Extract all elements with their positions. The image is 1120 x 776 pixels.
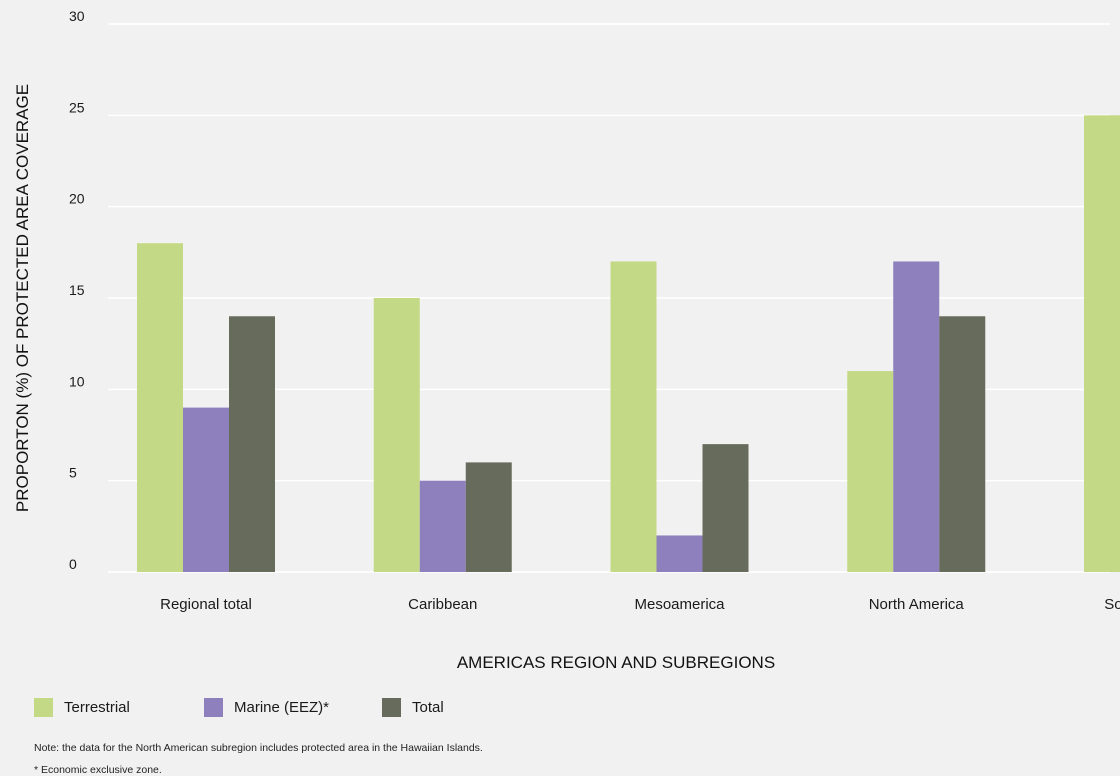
legend-item-total: Total bbox=[382, 698, 444, 717]
bar-mesoamerica-terrestrial bbox=[610, 261, 657, 572]
footnote-eez: * Economic exclusive zone. bbox=[34, 764, 162, 776]
legend: Terrestrial Marine (EEZ)* Total bbox=[34, 698, 444, 717]
bar-mesoamerica-total bbox=[702, 444, 749, 572]
legend-item-marine: Marine (EEZ)* bbox=[204, 698, 382, 717]
bars bbox=[137, 115, 1120, 572]
bar-regional-total-terrestrial bbox=[137, 243, 183, 572]
x-tick-label-regional-total: Regional total bbox=[160, 596, 252, 613]
y-tick-label-5: 5 bbox=[69, 465, 77, 481]
bar-regional-total-total bbox=[229, 316, 275, 572]
y-axis-title: PROPORTON (%) OF PROTECTED AREA COVERAGE bbox=[13, 84, 32, 512]
bar-north-america-marine-eez bbox=[893, 261, 940, 572]
x-tick-label-caribbean: Caribbean bbox=[408, 596, 477, 613]
legend-swatch-terrestrial bbox=[34, 698, 53, 717]
legend-label-total: Total bbox=[412, 699, 444, 716]
y-tick-label-10: 10 bbox=[69, 373, 85, 389]
footnote-north-america: Note: the data for the North American su… bbox=[34, 742, 483, 754]
bar-mesoamerica-marine-eez bbox=[656, 535, 703, 572]
y-tick-label-15: 15 bbox=[69, 282, 85, 298]
legend-label-marine: Marine (EEZ)* bbox=[234, 699, 330, 716]
legend-swatch-total bbox=[382, 698, 401, 717]
bar-caribbean-total bbox=[465, 462, 512, 572]
x-tick-label-south-america: South America bbox=[1104, 596, 1120, 613]
y-axis-ticks: 0 5 10 15 20 25 30 bbox=[69, 8, 85, 572]
y-tick-label-25: 25 bbox=[69, 99, 85, 115]
y-tick-label-20: 20 bbox=[69, 191, 85, 207]
bar-regional-total-marine-eez bbox=[183, 407, 229, 572]
legend-item-terrestrial: Terrestrial bbox=[34, 698, 204, 717]
x-axis-title: AMERICAS REGION AND SUBREGIONS bbox=[457, 653, 775, 672]
x-axis-ticks: Regional total Caribbean Mesoamerica North … bbox=[160, 596, 1120, 613]
bar-north-america-total bbox=[939, 316, 986, 572]
bar-chart: 0 5 10 15 20 25 30 Regional total Caribbean Meso… bbox=[13, 8, 1120, 672]
bar-caribbean-terrestrial bbox=[373, 298, 420, 572]
legend-label-terrestrial: Terrestrial bbox=[64, 699, 130, 716]
bar-caribbean-marine-eez bbox=[419, 480, 466, 572]
bar-south-america-terrestrial bbox=[1084, 115, 1120, 572]
bar-north-america-terrestrial bbox=[847, 371, 894, 572]
x-tick-label-north-america: North America bbox=[869, 596, 965, 613]
x-tick-label-mesoamerica: Mesoamerica bbox=[634, 596, 725, 613]
legend-swatch-marine bbox=[204, 698, 223, 717]
y-tick-label-0: 0 bbox=[69, 556, 77, 572]
y-tick-label-30: 30 bbox=[69, 8, 85, 24]
